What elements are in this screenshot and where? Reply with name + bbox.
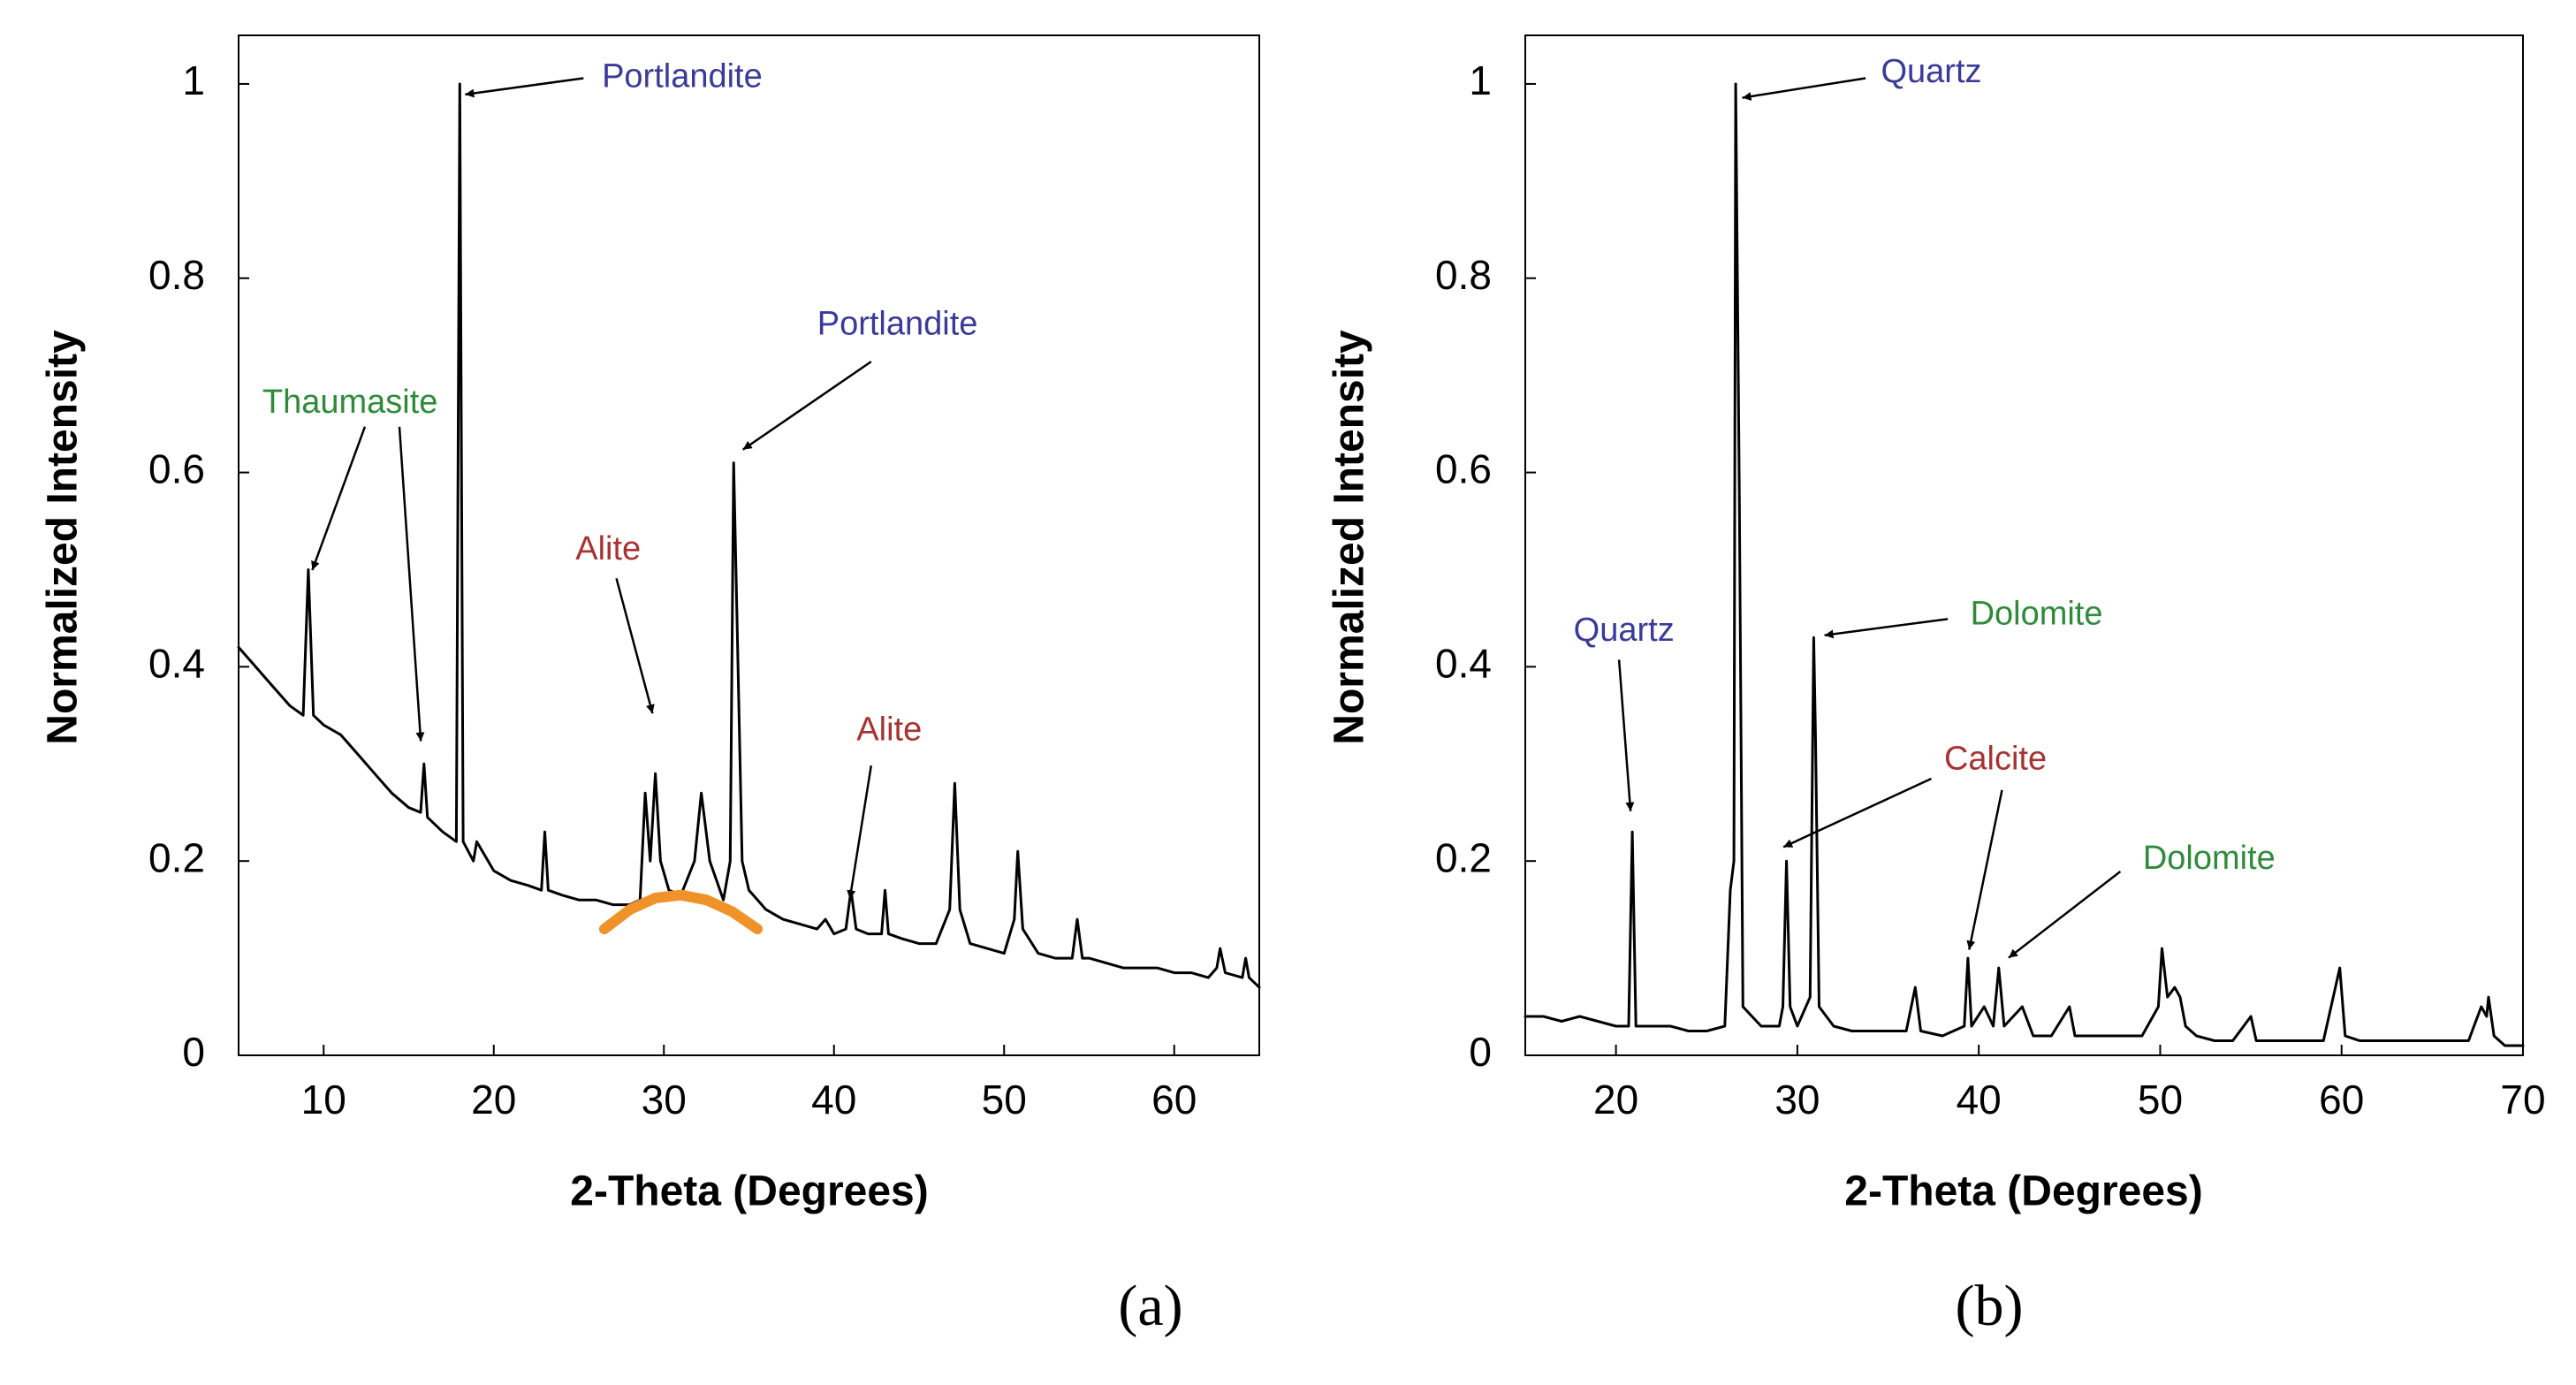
annotation-arrow xyxy=(398,426,425,742)
x-tick-label: 40 xyxy=(811,1077,856,1122)
annotation-arrow xyxy=(847,765,873,900)
x-axis-label: 2-Theta (Degrees) xyxy=(570,1168,928,1215)
annotation-label: Thaumasite xyxy=(262,384,438,421)
annotation-arrow xyxy=(465,77,584,98)
y-tick-label: 0 xyxy=(182,1029,205,1075)
annotation-label: Calcite xyxy=(1944,741,2047,778)
annotation-label: Dolomite xyxy=(2143,840,2276,877)
x-tick-label: 70 xyxy=(2500,1077,2545,1122)
x-tick-label: 50 xyxy=(982,1077,1027,1122)
y-tick-label: 0.6 xyxy=(1435,446,1492,492)
annotation-arrow xyxy=(1782,777,1933,849)
annotation-arrow xyxy=(742,361,872,451)
annotation-arrow xyxy=(1617,659,1635,811)
y-tick-label: 0 xyxy=(1469,1029,1492,1075)
subfigure-label: (a) xyxy=(1118,1274,1182,1338)
x-tick-label: 50 xyxy=(2138,1077,2183,1122)
y-tick-label: 0.8 xyxy=(1435,252,1492,298)
annotation-label: Portlandite xyxy=(602,57,763,95)
x-tick-label: 30 xyxy=(642,1077,687,1122)
chart-panel: 10 20 30 40 50 60 0 0.2 0.4 0.6 0.8 1 2-Theta (Degre… xyxy=(40,34,1261,1338)
spectrum-line xyxy=(237,82,1261,989)
spectrum-line xyxy=(1524,82,2525,1047)
plot-frame xyxy=(238,34,1260,1056)
annotation-label: Quartz xyxy=(1881,53,1981,90)
chart-panel: 20 30 40 50 60 70 0 0.2 0.4 0.6 0.8 1 2-Theta (Degre… xyxy=(1326,34,2546,1338)
y-axis-label: Normalized Intensity xyxy=(40,330,87,745)
annotation-label: Dolomite xyxy=(1971,596,2103,633)
x-tick-label: 60 xyxy=(1151,1077,1197,1122)
y-tick-label: 0.8 xyxy=(148,252,205,298)
highlight-curve xyxy=(598,889,764,935)
plot-frame xyxy=(1524,34,2524,1056)
y-axis-label: Normalized Intensity xyxy=(1326,330,1373,745)
x-tick-label: 40 xyxy=(1957,1077,2002,1122)
annotation-arrow xyxy=(1742,77,1866,101)
annotation-arrow xyxy=(615,577,655,714)
annotation-label: Alite xyxy=(856,712,922,749)
subfigure-label: (b) xyxy=(1956,1274,2024,1338)
x-axis-label: 2-Theta (Degrees) xyxy=(1844,1168,2202,1215)
y-tick-label: 0.2 xyxy=(1435,834,1492,880)
annotation-label: Alite xyxy=(575,530,641,567)
x-tick-label: 30 xyxy=(1774,1077,1820,1122)
y-tick-label: 0.6 xyxy=(148,446,205,492)
y-tick-label: 1 xyxy=(182,57,205,103)
annotation-arrow xyxy=(1824,618,1949,639)
y-tick-label: 0.4 xyxy=(148,641,205,687)
x-tick-label: 10 xyxy=(301,1077,346,1122)
annotation-arrow xyxy=(311,426,367,571)
annotation-label: Portlandite xyxy=(817,306,978,343)
x-tick-label: 60 xyxy=(2319,1077,2364,1122)
x-tick-label: 20 xyxy=(471,1077,516,1122)
x-tick-label: 20 xyxy=(1593,1077,1638,1122)
y-tick-label: 0.4 xyxy=(1435,641,1492,687)
y-tick-label: 1 xyxy=(1469,57,1492,103)
annotation-arrow xyxy=(2008,871,2122,959)
annotation-label: Quartz xyxy=(1574,612,1675,649)
y-tick-label: 0.2 xyxy=(148,834,205,880)
annotation-arrow xyxy=(1966,789,2003,950)
